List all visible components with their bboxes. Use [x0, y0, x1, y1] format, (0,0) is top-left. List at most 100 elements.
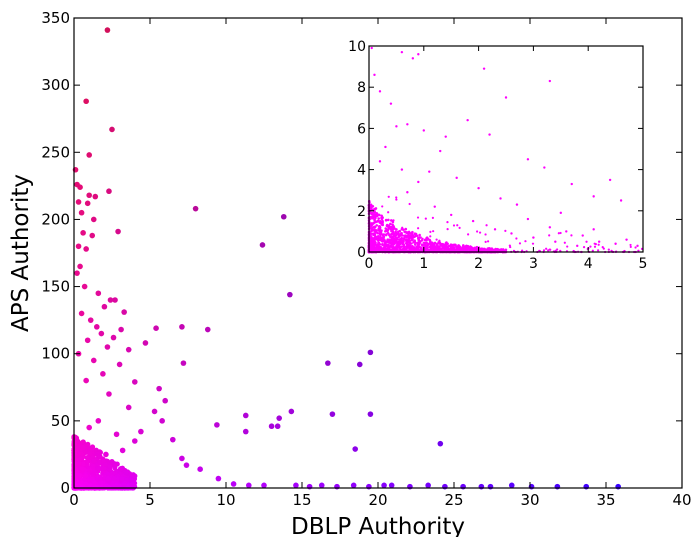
inset-dense-point	[402, 243, 406, 247]
inset-dense-point	[629, 245, 632, 249]
main-dense-point	[87, 451, 93, 457]
inset-data-point	[378, 90, 382, 93]
inset-dense-point	[379, 221, 383, 225]
main-x-tick-label: 15	[292, 491, 311, 509]
main-data-point	[350, 482, 357, 489]
inset-dense-point	[383, 243, 387, 247]
main-dense-point	[107, 463, 113, 470]
inset-dense-point	[376, 246, 380, 249]
main-data-point	[86, 152, 92, 158]
inset-dense-point	[384, 227, 388, 230]
inset-dense-point	[439, 244, 443, 247]
inset-dense-point	[559, 231, 562, 235]
main-dense-point	[105, 475, 111, 482]
main-dense-point	[110, 471, 116, 477]
main-data-point	[104, 27, 111, 33]
inset-dense-point	[372, 225, 376, 229]
main-data-point	[107, 297, 114, 303]
inset-dense-point	[446, 221, 449, 224]
main-data-point	[119, 447, 126, 454]
main-data-point	[274, 423, 281, 430]
inset-dense-point	[431, 243, 435, 246]
inset-dense-point	[387, 243, 390, 247]
main-data-point	[478, 483, 485, 490]
inset-dense-point	[445, 244, 448, 248]
inset-dense-point	[381, 205, 384, 208]
inset-y-tick-label: 8	[357, 80, 366, 96]
main-dense-point	[97, 454, 103, 460]
inset-dense-point	[381, 233, 384, 236]
inset-dense-point	[374, 207, 378, 210]
main-data-point	[259, 242, 266, 248]
inset-dense-point	[376, 248, 379, 251]
main-data-point	[170, 436, 176, 443]
main-data-point	[109, 126, 115, 133]
inset-dense-point	[452, 247, 455, 251]
inset-data-point	[581, 234, 584, 237]
inset-x-tick-label: 1	[419, 256, 428, 272]
inset-data-point	[614, 242, 617, 245]
inset-dense-point	[557, 232, 560, 235]
main-data-point	[118, 326, 124, 333]
inset-dense-point	[369, 203, 373, 207]
main-data-point	[460, 483, 466, 490]
inset-dense-point	[395, 196, 398, 199]
inset-dense-point	[376, 219, 380, 223]
main-data-point	[508, 482, 515, 489]
inset-dense-point	[429, 235, 432, 238]
inset-dense-point	[386, 246, 389, 249]
inset-dense-point	[486, 247, 490, 250]
inset-data-point	[400, 168, 404, 171]
main-data-point	[242, 412, 249, 419]
inset-dense-point	[454, 243, 457, 247]
inset-dense-point	[408, 247, 412, 251]
main-data-point	[86, 424, 92, 431]
inset-dense-point	[427, 242, 431, 245]
inset-dense-point	[415, 245, 418, 249]
main-data-point	[78, 310, 85, 317]
inset-dense-point	[420, 246, 423, 249]
inset-data-point	[543, 166, 546, 169]
main-data-point	[554, 483, 561, 490]
main-data-point	[179, 324, 185, 330]
inset-dense-point	[374, 247, 378, 250]
main-x-tick-label: 10	[216, 491, 235, 509]
main-x-tick-label: 30	[520, 491, 539, 509]
inset-data-point	[608, 178, 612, 182]
inset-dense-point	[387, 211, 390, 214]
inset-dense-point	[403, 247, 406, 250]
inset-dense-point	[429, 239, 432, 242]
inset-dense-point	[384, 218, 388, 222]
main-data-point	[197, 466, 203, 473]
inset-dense-point	[601, 245, 604, 249]
main-data-point	[84, 337, 91, 344]
inset-dense-point	[376, 235, 380, 238]
inset-dense-point	[392, 241, 395, 244]
inset-data-point	[559, 211, 562, 215]
inset-dense-point	[404, 242, 408, 245]
inset-dense-point	[421, 237, 424, 240]
main-data-point	[84, 200, 91, 207]
main-data-point	[583, 483, 590, 490]
main-dense-point	[79, 466, 85, 472]
inset-dense-point	[399, 240, 402, 244]
inset-dense-point	[594, 243, 597, 246]
inset-dense-point	[373, 216, 377, 219]
inset-data-point	[592, 195, 595, 198]
main-data-point	[329, 411, 336, 417]
main-dense-point	[72, 452, 78, 458]
main-data-point	[261, 482, 267, 489]
main-y-tick-label: 250	[41, 143, 70, 161]
inset-dense-point	[406, 234, 410, 238]
inset-dense-point	[424, 217, 427, 220]
inset-dense-point	[390, 243, 393, 246]
inset-data-point	[570, 182, 573, 186]
inset-data-point	[439, 149, 442, 153]
inset-dense-point	[504, 229, 507, 232]
inset-dense-point	[376, 239, 380, 242]
inset-data-point	[378, 160, 382, 163]
inset-dense-point	[466, 245, 470, 249]
inset-dense-point	[435, 238, 438, 241]
inset-dense-point	[397, 230, 400, 234]
inset-dense-point	[381, 236, 384, 239]
